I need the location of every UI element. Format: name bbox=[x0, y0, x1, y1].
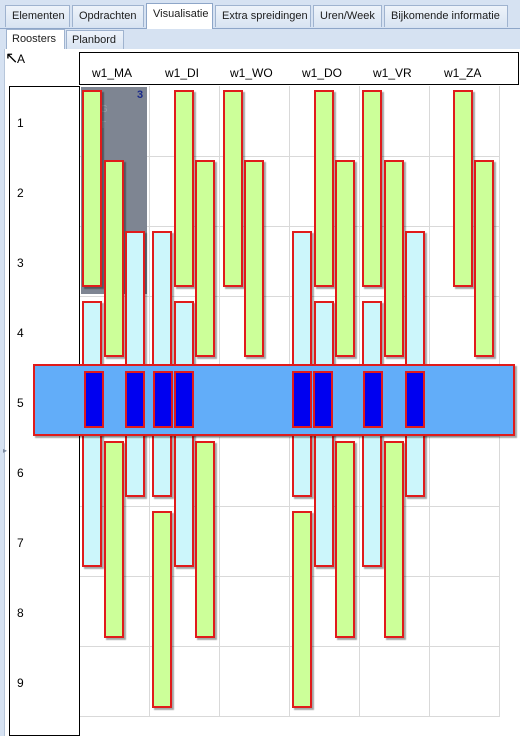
schedule-bar[interactable] bbox=[104, 160, 124, 357]
row-label-7: 7 bbox=[17, 536, 24, 550]
grid-line-horizontal bbox=[80, 716, 500, 717]
schedule-bar[interactable] bbox=[292, 511, 312, 708]
schedule-bar[interactable] bbox=[195, 160, 215, 357]
schedule-bar[interactable] bbox=[195, 441, 215, 638]
main-tab-bar: Elementen Opdrachten Visualisatie Extra … bbox=[0, 0, 520, 29]
band-block[interactable] bbox=[313, 371, 333, 428]
column-label-w1-do: w1_DO bbox=[302, 66, 343, 80]
schedule-bar[interactable] bbox=[104, 441, 124, 638]
row-label-6: 6 bbox=[17, 466, 24, 480]
row-label-1: 1 bbox=[17, 116, 24, 130]
tab-elementen[interactable]: Elementen bbox=[5, 5, 70, 27]
grid-line-horizontal bbox=[80, 156, 500, 157]
schedule-bar[interactable] bbox=[384, 441, 404, 638]
schedule-bar[interactable] bbox=[384, 160, 404, 357]
selected-cell-count: 3 bbox=[137, 89, 144, 101]
tab-uren-week[interactable]: Uren/Week bbox=[313, 5, 382, 27]
grid-line-horizontal bbox=[80, 436, 500, 437]
schedule-bar[interactable] bbox=[335, 441, 355, 638]
corner-label: A bbox=[17, 52, 26, 66]
tab-visualisatie[interactable]: Visualisatie bbox=[146, 3, 213, 29]
band-block[interactable] bbox=[292, 371, 312, 428]
tab-planbord[interactable]: Planbord bbox=[66, 30, 124, 49]
grid-line-horizontal bbox=[80, 296, 500, 297]
grid-line-horizontal bbox=[80, 576, 500, 577]
row-label-4: 4 bbox=[17, 326, 24, 340]
tab-opdrachten[interactable]: Opdrachten bbox=[72, 5, 144, 27]
schedule-bar[interactable] bbox=[82, 90, 102, 287]
left-splitter[interactable] bbox=[0, 49, 5, 736]
schedule-bar[interactable] bbox=[244, 160, 264, 357]
sub-tab-bar: Roosters Planbord bbox=[0, 29, 520, 50]
schedule-bar[interactable] bbox=[174, 90, 194, 287]
tab-roosters[interactable]: Roosters bbox=[6, 29, 65, 50]
band-block[interactable] bbox=[363, 371, 383, 428]
row-5-band[interactable] bbox=[33, 364, 515, 436]
row-label-2: 2 bbox=[17, 186, 24, 200]
grid-line-horizontal bbox=[80, 646, 500, 647]
column-header bbox=[79, 52, 519, 85]
column-label-w1-za: w1_ZA bbox=[444, 66, 482, 80]
column-label-w1-ma: w1_MA bbox=[92, 66, 133, 80]
band-block[interactable] bbox=[405, 371, 425, 428]
row-label-3: 3 bbox=[17, 256, 24, 270]
selected-cell-text-1: G bbox=[100, 104, 108, 115]
schedule-bar[interactable] bbox=[314, 90, 334, 287]
column-label-w1-vr: w1_VR bbox=[373, 66, 412, 80]
band-block[interactable] bbox=[153, 371, 173, 428]
row-label-8: 8 bbox=[17, 606, 24, 620]
schedule-bar[interactable] bbox=[474, 160, 494, 357]
schedule-bar[interactable] bbox=[152, 511, 172, 708]
collapse-arrow-icon[interactable]: ▸ bbox=[3, 446, 8, 455]
tab-bijkomende-informatie[interactable]: Bijkomende informatie bbox=[384, 5, 508, 27]
tab-extra-spreidingen[interactable]: Extra spreidingen bbox=[215, 5, 311, 27]
band-block[interactable] bbox=[125, 371, 145, 428]
schedule-bar[interactable] bbox=[223, 90, 243, 287]
schedule-bar[interactable] bbox=[335, 160, 355, 357]
row-label-5: 5 bbox=[17, 396, 24, 410]
column-label-w1-wo: w1_WO bbox=[230, 66, 273, 80]
selected-cell-text-2: T bbox=[100, 120, 107, 131]
schedule-bar[interactable] bbox=[362, 90, 382, 287]
schedule-bar[interactable] bbox=[453, 90, 473, 287]
band-block[interactable] bbox=[84, 371, 104, 428]
band-block[interactable] bbox=[174, 371, 194, 428]
grid-line-horizontal bbox=[80, 226, 500, 227]
row-label-9: 9 bbox=[17, 676, 24, 690]
grid-line-horizontal bbox=[80, 506, 500, 507]
mouse-cursor-icon: ↖ bbox=[5, 50, 19, 67]
column-label-w1-di: w1_DI bbox=[165, 66, 200, 80]
